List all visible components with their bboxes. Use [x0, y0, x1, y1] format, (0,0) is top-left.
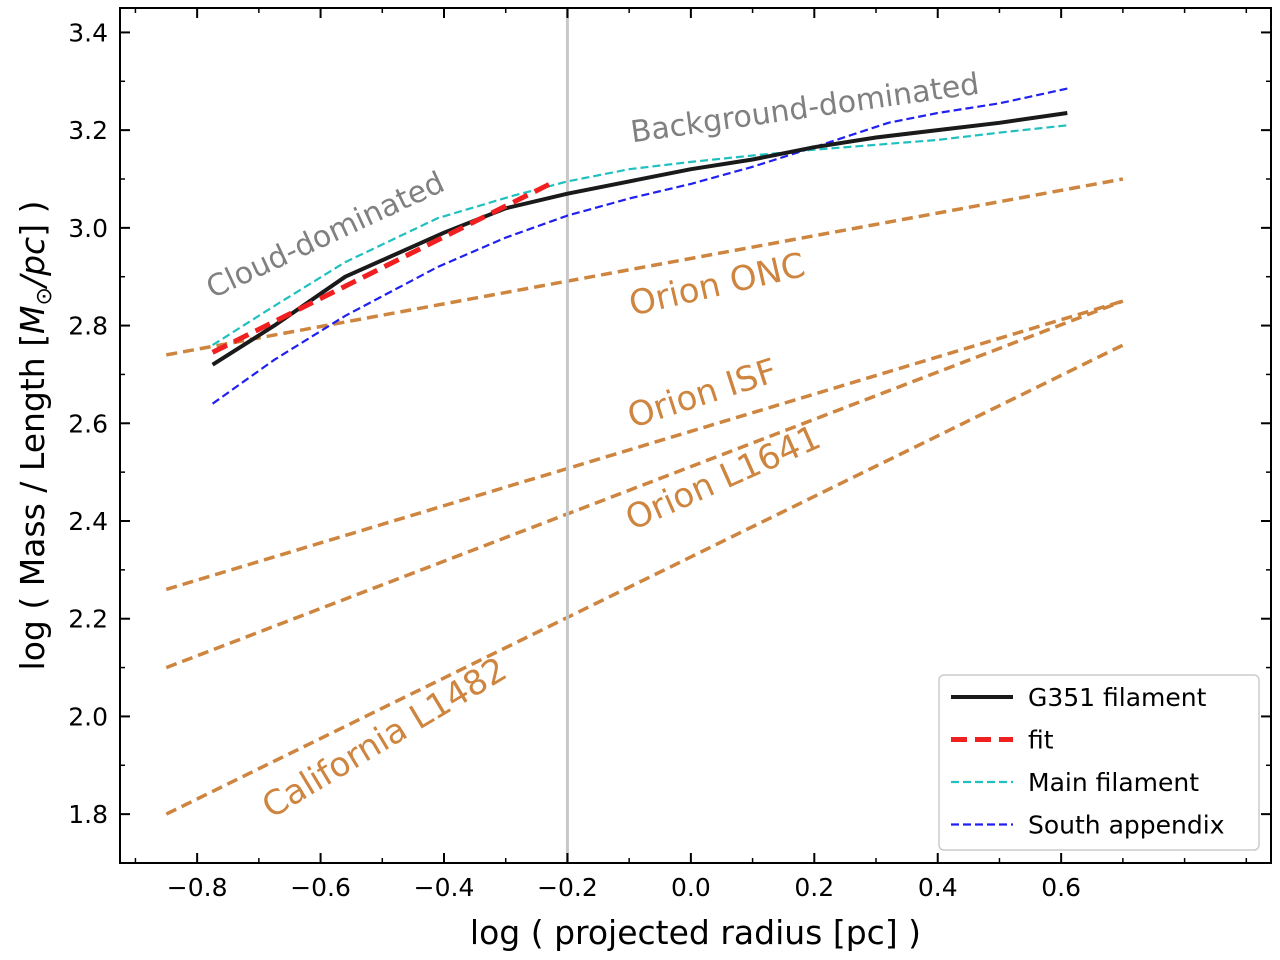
y-axis-label-prefix: log ( Mass / Length [ — [13, 334, 52, 671]
y-tick-label: 2.4 — [68, 507, 108, 536]
annotation-cloud-dominated: Cloud-dominated — [201, 165, 450, 306]
x-tick-label: 0.2 — [794, 873, 834, 902]
y-axis-label-math-base: M — [13, 305, 52, 333]
series-line-fit — [211, 179, 557, 355]
y-tick-label: 3.0 — [68, 214, 108, 243]
annotation-orion-isf: Orion ISF — [623, 351, 782, 437]
series-line-orion-onc — [165, 177, 1124, 357]
x-tick-label: 0.0 — [671, 873, 711, 902]
tick-labels: −0.8 −0.6 −0.4 −0.2 0.0 0.2 0.4 0.6 1.8 2.0 2.2 2.4… — [68, 18, 1081, 902]
x-tick-label: 0.6 — [1041, 873, 1081, 902]
legend-box — [938, 674, 1260, 851]
annotation-orion-onc: Orion ONC — [625, 245, 809, 324]
series-line-california-l1482 — [165, 343, 1124, 816]
legend-label-south-appendix: South appendix — [1028, 811, 1225, 840]
data-lines — [211, 87, 1068, 405]
series-line-orion-l1641 — [165, 299, 1124, 670]
y-tick-label: 3.4 — [68, 18, 108, 47]
y-tick-label: 2.0 — [68, 702, 108, 731]
x-tick-label: −0.8 — [167, 873, 228, 902]
y-axis-label-math-sub: ⊙ — [32, 287, 57, 305]
annotation-orion-l1641: Orion L1641 — [620, 418, 827, 539]
series-line-g351-filament — [211, 111, 1068, 367]
y-axis-label-suffix: ] ) — [13, 201, 52, 237]
legend-label-g351-filament: G351 filament — [1028, 683, 1207, 712]
y-tick-label: 2.8 — [68, 312, 108, 341]
axis-ticks — [120, 8, 1271, 864]
legend-label-fit: fit — [1028, 726, 1054, 755]
annotation-california-l1482: California L1482 — [255, 649, 514, 826]
x-tick-label: −0.4 — [414, 873, 475, 902]
x-tick-label: 0.4 — [918, 873, 958, 902]
x-tick-label: −0.2 — [537, 873, 598, 902]
series-line-south-appendix — [211, 87, 1068, 405]
x-tick-label: −0.6 — [290, 873, 351, 902]
annotations: Cloud-dominated Background-dominated Orion… — [201, 67, 981, 827]
reference-lines — [165, 177, 1124, 816]
y-axis-label-math-rest: /pc — [13, 237, 52, 290]
series-line-main-filament — [212, 124, 1068, 347]
legend-label-main-filament: Main filament — [1028, 768, 1199, 797]
y-tick-label: 2.6 — [68, 409, 108, 438]
annotation-background-dominated: Background-dominated — [628, 67, 981, 151]
plot-frame — [119, 7, 1272, 864]
y-tick-label: 1.8 — [68, 800, 108, 829]
series-line-orion-isf — [165, 299, 1124, 592]
y-tick-label: 3.2 — [68, 116, 108, 145]
y-axis-label: log ( Mass / Length [M⊙/pc] ) — [13, 201, 57, 671]
legend: G351 filament fit Main filament South appen… — [938, 674, 1260, 851]
x-axis-label: log ( projected radius [pc] ) — [470, 913, 921, 952]
y-tick-label: 2.2 — [68, 605, 108, 634]
